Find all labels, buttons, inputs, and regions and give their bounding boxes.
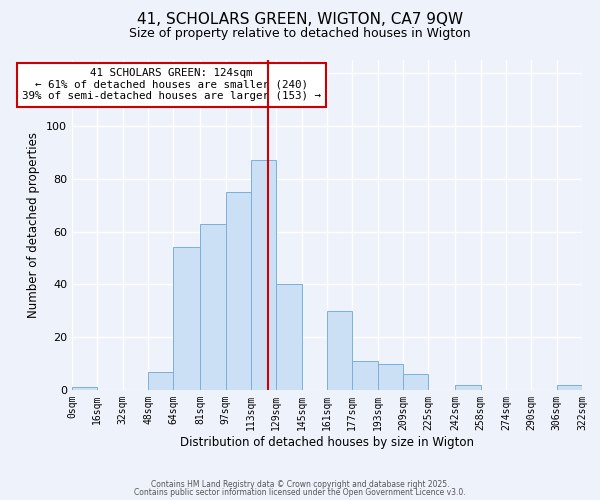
Bar — [403, 374, 428, 390]
Bar — [455, 384, 481, 390]
X-axis label: Distribution of detached houses by size in Wigton: Distribution of detached houses by size … — [180, 436, 474, 448]
Bar — [251, 160, 277, 390]
Bar — [148, 372, 173, 390]
Bar — [72, 388, 97, 390]
Text: Contains public sector information licensed under the Open Government Licence v3: Contains public sector information licen… — [134, 488, 466, 497]
Bar — [327, 311, 352, 390]
Bar — [173, 248, 200, 390]
Bar — [557, 384, 582, 390]
Bar — [352, 361, 377, 390]
Bar — [226, 192, 251, 390]
Y-axis label: Number of detached properties: Number of detached properties — [28, 132, 40, 318]
Text: 41, SCHOLARS GREEN, WIGTON, CA7 9QW: 41, SCHOLARS GREEN, WIGTON, CA7 9QW — [137, 12, 463, 28]
Text: Size of property relative to detached houses in Wigton: Size of property relative to detached ho… — [129, 28, 471, 40]
Text: Contains HM Land Registry data © Crown copyright and database right 2025.: Contains HM Land Registry data © Crown c… — [151, 480, 449, 489]
Bar — [277, 284, 302, 390]
Text: 41 SCHOLARS GREEN: 124sqm
← 61% of detached houses are smaller (240)
39% of semi: 41 SCHOLARS GREEN: 124sqm ← 61% of detac… — [22, 68, 321, 102]
Bar — [200, 224, 226, 390]
Bar — [377, 364, 403, 390]
